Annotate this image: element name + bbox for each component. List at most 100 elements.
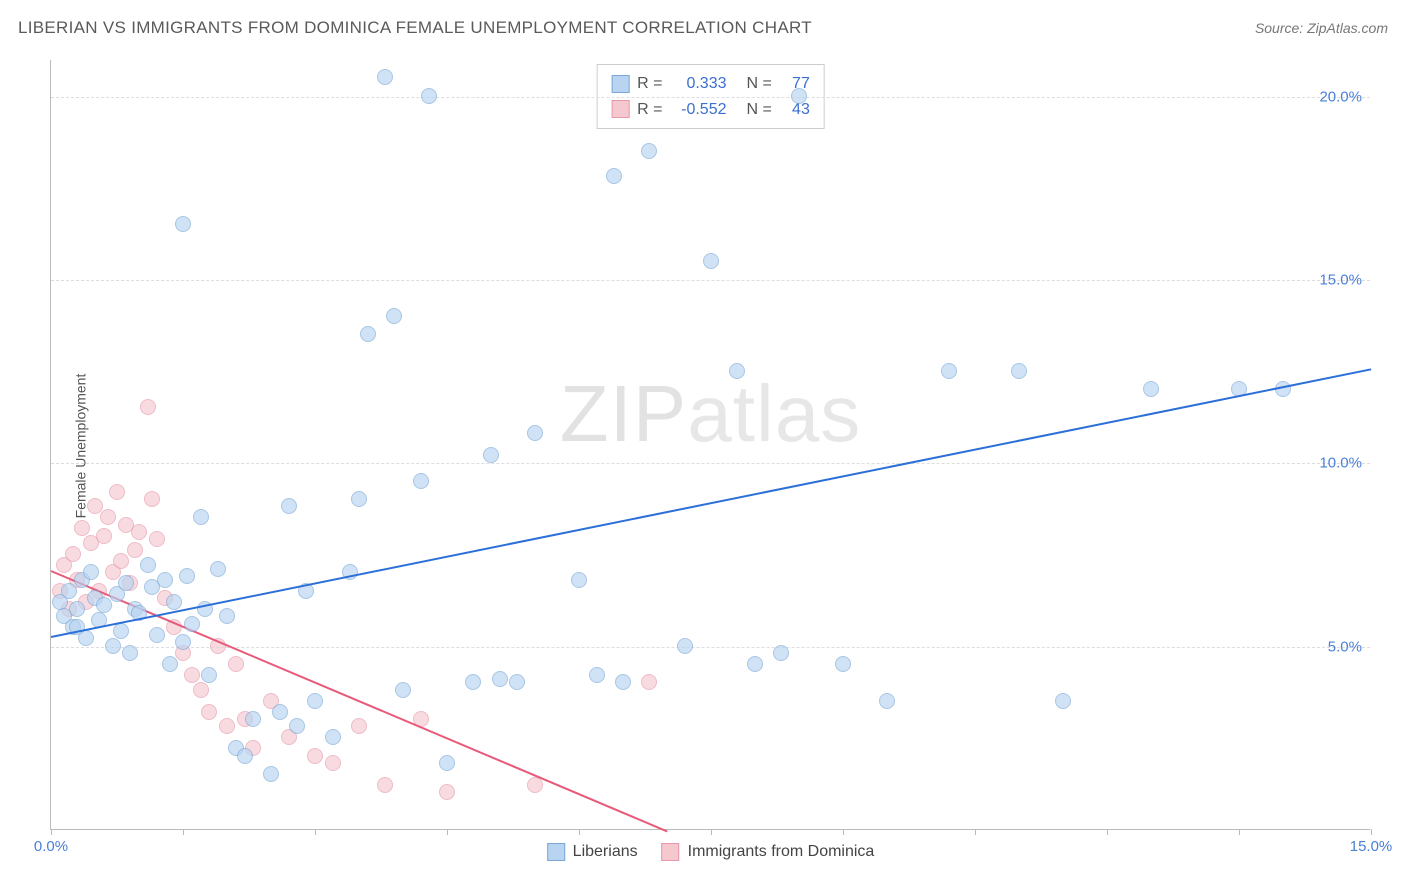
stats-row-dominica: R = -0.552 N = 43 bbox=[611, 97, 810, 123]
data-point bbox=[879, 693, 895, 709]
data-point bbox=[149, 627, 165, 643]
chart-header: LIBERIAN VS IMMIGRANTS FROM DOMINICA FEM… bbox=[18, 18, 1388, 38]
data-point bbox=[96, 528, 112, 544]
data-point bbox=[325, 729, 341, 745]
data-point bbox=[439, 755, 455, 771]
data-point bbox=[483, 447, 499, 463]
gridline bbox=[51, 280, 1370, 281]
xtick bbox=[447, 829, 448, 835]
data-point bbox=[162, 656, 178, 672]
data-point bbox=[131, 524, 147, 540]
legend-bottom: Liberians Immigrants from Dominica bbox=[547, 843, 875, 861]
xtick bbox=[1107, 829, 1108, 835]
gridline bbox=[51, 647, 1370, 648]
data-point bbox=[149, 531, 165, 547]
data-point bbox=[140, 557, 156, 573]
data-point bbox=[74, 520, 90, 536]
data-point bbox=[351, 718, 367, 734]
swatch-dominica-icon bbox=[662, 843, 680, 861]
data-point bbox=[941, 363, 957, 379]
data-point bbox=[439, 784, 455, 800]
data-point bbox=[307, 693, 323, 709]
data-point bbox=[201, 667, 217, 683]
data-point bbox=[386, 308, 402, 324]
xtick bbox=[975, 829, 976, 835]
data-point bbox=[747, 656, 763, 672]
data-point bbox=[606, 168, 622, 184]
data-point bbox=[65, 546, 81, 562]
data-point bbox=[140, 399, 156, 415]
data-point bbox=[184, 667, 200, 683]
data-point bbox=[193, 509, 209, 525]
ytick-label: 20.0% bbox=[1319, 88, 1362, 105]
xtick bbox=[1239, 829, 1240, 835]
data-point bbox=[245, 711, 261, 727]
data-point bbox=[835, 656, 851, 672]
data-point bbox=[228, 656, 244, 672]
data-point bbox=[360, 326, 376, 342]
data-point bbox=[237, 748, 253, 764]
xtick bbox=[1371, 829, 1372, 835]
data-point bbox=[421, 88, 437, 104]
data-point bbox=[1011, 363, 1027, 379]
data-point bbox=[100, 509, 116, 525]
data-point bbox=[83, 564, 99, 580]
data-point bbox=[263, 766, 279, 782]
data-point bbox=[791, 88, 807, 104]
data-point bbox=[113, 623, 129, 639]
data-point bbox=[219, 718, 235, 734]
ytick-label: 15.0% bbox=[1319, 272, 1362, 289]
watermark: ZIPatlas bbox=[560, 368, 861, 460]
data-point bbox=[377, 69, 393, 85]
data-point bbox=[144, 491, 160, 507]
xtick bbox=[579, 829, 580, 835]
data-point bbox=[677, 638, 693, 654]
data-point bbox=[351, 491, 367, 507]
data-point bbox=[201, 704, 217, 720]
data-point bbox=[210, 561, 226, 577]
ytick-label: 10.0% bbox=[1319, 455, 1362, 472]
data-point bbox=[465, 674, 481, 690]
xtick bbox=[51, 829, 52, 835]
data-point bbox=[175, 634, 191, 650]
xtick-label: 0.0% bbox=[34, 838, 68, 855]
gridline bbox=[51, 463, 1370, 464]
xtick-label: 15.0% bbox=[1350, 838, 1393, 855]
data-point bbox=[729, 363, 745, 379]
data-point bbox=[272, 704, 288, 720]
data-point bbox=[69, 601, 85, 617]
scatter-chart: ZIPatlas R = 0.333 N = 77 R = -0.552 N =… bbox=[50, 60, 1370, 830]
swatch-dominica bbox=[611, 100, 629, 118]
gridline bbox=[51, 97, 1370, 98]
data-point bbox=[281, 498, 297, 514]
data-point bbox=[157, 572, 173, 588]
data-point bbox=[127, 542, 143, 558]
data-point bbox=[413, 473, 429, 489]
data-point bbox=[509, 674, 525, 690]
xtick bbox=[843, 829, 844, 835]
data-point bbox=[61, 583, 77, 599]
data-point bbox=[219, 608, 235, 624]
data-point bbox=[773, 645, 789, 661]
data-point bbox=[1143, 381, 1159, 397]
data-point bbox=[289, 718, 305, 734]
data-point bbox=[395, 682, 411, 698]
data-point bbox=[179, 568, 195, 584]
xtick bbox=[183, 829, 184, 835]
legend-item-liberians: Liberians bbox=[547, 843, 638, 861]
trend-line bbox=[51, 368, 1371, 638]
data-point bbox=[166, 594, 182, 610]
data-point bbox=[703, 253, 719, 269]
data-point bbox=[615, 674, 631, 690]
data-point bbox=[571, 572, 587, 588]
data-point bbox=[175, 216, 191, 232]
data-point bbox=[184, 616, 200, 632]
data-point bbox=[325, 755, 341, 771]
data-point bbox=[527, 425, 543, 441]
data-point bbox=[109, 484, 125, 500]
source-attribution: Source: ZipAtlas.com bbox=[1255, 20, 1388, 36]
swatch-liberians-icon bbox=[547, 843, 565, 861]
data-point bbox=[105, 638, 121, 654]
stats-row-liberians: R = 0.333 N = 77 bbox=[611, 71, 810, 97]
data-point bbox=[307, 748, 323, 764]
